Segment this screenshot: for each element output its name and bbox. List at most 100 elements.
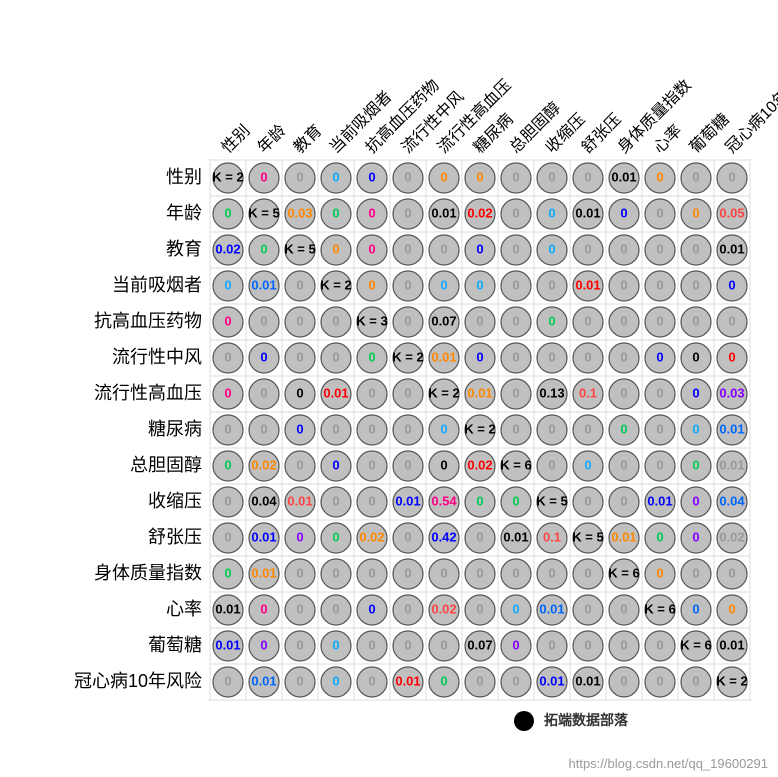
- svg-text:0: 0: [476, 169, 483, 184]
- svg-text:0: 0: [620, 349, 627, 364]
- svg-text:0: 0: [548, 205, 555, 220]
- svg-text:0: 0: [368, 385, 375, 400]
- svg-text:0: 0: [512, 241, 519, 256]
- svg-text:0: 0: [332, 637, 339, 652]
- svg-text:总胆固醇: 总胆固醇: [130, 455, 202, 475]
- svg-text:0: 0: [224, 277, 231, 292]
- svg-text:K = 6: K = 6: [608, 565, 639, 580]
- svg-text:0: 0: [368, 205, 375, 220]
- svg-text:0: 0: [548, 313, 555, 328]
- svg-text:冠心病10年风险: 冠心病10年风险: [74, 671, 202, 691]
- svg-text:0: 0: [296, 457, 303, 472]
- svg-text:0: 0: [584, 601, 591, 616]
- svg-text:0: 0: [692, 349, 699, 364]
- svg-text:0: 0: [368, 349, 375, 364]
- svg-text:0: 0: [728, 349, 735, 364]
- svg-text:0: 0: [512, 493, 519, 508]
- svg-text:0.01: 0.01: [467, 385, 492, 400]
- svg-text:0: 0: [440, 673, 447, 688]
- watermark-url: https://blog.csdn.net/qq_19600291: [569, 756, 769, 771]
- svg-text:0.03: 0.03: [287, 205, 312, 220]
- svg-text:0: 0: [584, 313, 591, 328]
- svg-text:0: 0: [476, 565, 483, 580]
- svg-text:教育: 教育: [290, 121, 325, 156]
- svg-text:0: 0: [296, 277, 303, 292]
- svg-text:0: 0: [404, 457, 411, 472]
- svg-text:舒张压: 舒张压: [148, 527, 202, 547]
- svg-text:0.01: 0.01: [215, 637, 240, 652]
- svg-text:0: 0: [260, 601, 267, 616]
- svg-text:0: 0: [368, 457, 375, 472]
- svg-text:流行性高血压: 流行性高血压: [94, 383, 202, 403]
- svg-text:K = 2: K = 2: [212, 169, 243, 184]
- svg-text:0: 0: [332, 565, 339, 580]
- svg-text:0: 0: [332, 169, 339, 184]
- svg-text:0: 0: [224, 565, 231, 580]
- svg-text:0: 0: [404, 169, 411, 184]
- svg-text:0: 0: [404, 205, 411, 220]
- svg-text:性别: 性别: [166, 167, 202, 187]
- svg-text:0: 0: [224, 421, 231, 436]
- svg-text:0.01: 0.01: [431, 349, 456, 364]
- svg-text:0: 0: [224, 457, 231, 472]
- correlation-matrix: { "labels": ["性别","年龄","教育","当前吸烟者","抗高血…: [0, 0, 778, 777]
- svg-text:0: 0: [656, 457, 663, 472]
- matrix-svg: K = 200000000000.010000K = 50.030000.010…: [0, 0, 778, 777]
- svg-text:0: 0: [692, 565, 699, 580]
- svg-text:0: 0: [620, 277, 627, 292]
- svg-text:0: 0: [656, 277, 663, 292]
- svg-text:0: 0: [368, 493, 375, 508]
- svg-text:0.13: 0.13: [539, 385, 564, 400]
- svg-text:K = 6: K = 6: [500, 457, 531, 472]
- svg-text:0: 0: [404, 421, 411, 436]
- svg-text:0.42: 0.42: [431, 529, 456, 544]
- svg-text:0: 0: [656, 241, 663, 256]
- svg-text:0: 0: [620, 601, 627, 616]
- svg-text:0: 0: [224, 673, 231, 688]
- svg-text:0: 0: [224, 385, 231, 400]
- svg-text:0: 0: [728, 277, 735, 292]
- svg-text:0: 0: [224, 493, 231, 508]
- svg-text:0: 0: [728, 313, 735, 328]
- svg-text:0.01: 0.01: [539, 601, 564, 616]
- svg-text:0.02: 0.02: [719, 529, 744, 544]
- svg-text:0: 0: [368, 421, 375, 436]
- svg-text:0: 0: [440, 169, 447, 184]
- svg-text:0: 0: [476, 349, 483, 364]
- svg-text:年龄: 年龄: [166, 203, 202, 223]
- svg-text:0: 0: [512, 313, 519, 328]
- svg-text:0: 0: [620, 241, 627, 256]
- svg-text:0.1: 0.1: [543, 529, 561, 544]
- svg-text:0: 0: [332, 493, 339, 508]
- svg-text:0: 0: [440, 457, 447, 472]
- svg-text:K = 6: K = 6: [644, 601, 675, 616]
- svg-text:0: 0: [368, 169, 375, 184]
- svg-text:0: 0: [260, 637, 267, 652]
- svg-text:0: 0: [332, 601, 339, 616]
- svg-text:0.07: 0.07: [467, 637, 492, 652]
- svg-text:0.01: 0.01: [251, 673, 276, 688]
- svg-text:0: 0: [512, 349, 519, 364]
- svg-text:0.01: 0.01: [575, 277, 600, 292]
- svg-text:0: 0: [476, 277, 483, 292]
- svg-text:0.01: 0.01: [575, 205, 600, 220]
- svg-text:0.01: 0.01: [251, 565, 276, 580]
- svg-text:0: 0: [404, 637, 411, 652]
- svg-text:0: 0: [224, 529, 231, 544]
- svg-text:0: 0: [692, 493, 699, 508]
- svg-text:0.01: 0.01: [503, 529, 528, 544]
- svg-text:0.01: 0.01: [611, 529, 636, 544]
- svg-text:0: 0: [260, 349, 267, 364]
- svg-text:0: 0: [296, 565, 303, 580]
- svg-text:流行性中风: 流行性中风: [112, 347, 202, 367]
- svg-text:0: 0: [296, 601, 303, 616]
- svg-text:K = 2: K = 2: [464, 421, 495, 436]
- svg-text:0: 0: [692, 529, 699, 544]
- svg-text:年龄: 年龄: [254, 121, 289, 156]
- svg-text:0: 0: [620, 385, 627, 400]
- svg-text:K = 6: K = 6: [680, 637, 711, 652]
- wechat-icon: [514, 711, 534, 731]
- svg-text:0: 0: [368, 565, 375, 580]
- svg-text:0: 0: [224, 205, 231, 220]
- svg-text:0: 0: [692, 421, 699, 436]
